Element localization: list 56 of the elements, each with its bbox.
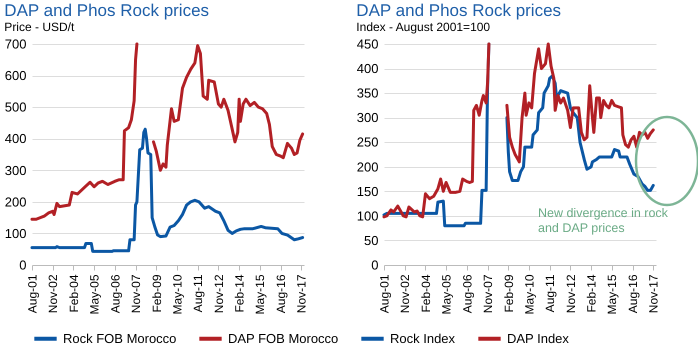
x-tick-label: Feb-14 — [584, 274, 599, 313]
x-tick-label: Feb-04 — [418, 274, 433, 313]
x-tick-label: Nov-17 — [646, 274, 661, 314]
x-tick-label: Nov-02 — [46, 274, 60, 314]
y-tick-label: 400 — [4, 131, 26, 146]
legend-label: DAP FOB Morocco — [228, 330, 338, 346]
y-tick-label: 0 — [19, 258, 26, 272]
x-tick-label: May-10 — [170, 274, 184, 315]
x-tick-label: Feb-09 — [150, 274, 164, 313]
legend-label: Rock Index — [390, 330, 456, 346]
x-tick-label: Nov-07 — [129, 274, 144, 314]
x-tick-label: May-15 — [253, 274, 268, 315]
legend-label: Rock FOB Morocco — [63, 330, 176, 346]
y-tick-label: 200 — [4, 194, 26, 210]
chart-subtitle: Price - USD/t — [4, 20, 75, 34]
x-tick-label: Nov-12 — [564, 274, 578, 314]
chart-title: DAP and Phos Rock prices — [4, 1, 210, 20]
legend-label: DAP Index — [507, 330, 570, 346]
x-tick-label: May-10 — [522, 274, 536, 315]
y-tick-label: 400 — [356, 61, 378, 76]
x-tick-label: May-15 — [605, 274, 620, 315]
annotation: New divergence in rock and DAP prices — [538, 206, 669, 236]
x-tick-label: Aug-01 — [378, 274, 392, 314]
y-tick-label: 300 — [356, 110, 378, 126]
y-tick-label: 700 — [4, 36, 26, 52]
x-tick-label: Aug-06 — [460, 274, 474, 314]
y-tick-label: 450 — [356, 36, 378, 52]
y-tick-label: 200 — [356, 159, 378, 174]
y-tick-label: 250 — [356, 134, 378, 150]
y-tick-label: 150 — [356, 184, 378, 199]
x-tick-label: Nov-17 — [294, 274, 309, 314]
chart-subtitle: Index - August 2001=100 — [356, 20, 490, 34]
y-tick-label: 100 — [356, 208, 378, 224]
chart-title: DAP and Phos Rock prices — [356, 1, 562, 20]
x-tick-label: Aug-06 — [108, 274, 122, 314]
x-tick-label: Aug-11 — [543, 274, 558, 312]
x-tick-label: May-05 — [88, 274, 102, 315]
x-tick-label: May-05 — [440, 274, 454, 315]
x-tick-label: Feb-04 — [66, 274, 81, 313]
y-tick-label: 600 — [4, 68, 26, 84]
y-tick-label: 500 — [4, 100, 26, 115]
x-tick-label: Feb-09 — [502, 274, 516, 313]
y-tick-label: 0 — [371, 258, 378, 272]
x-tick-label: Aug-11 — [191, 274, 206, 312]
y-tick-label: 300 — [4, 162, 26, 178]
x-tick-label: Aug-01 — [26, 274, 40, 314]
line-series — [30, 128, 304, 253]
y-tick-label: 50 — [364, 232, 378, 248]
y-tick-label: 100 — [4, 226, 26, 241]
x-tick-label: Aug-16 — [274, 274, 288, 314]
x-tick-label: Feb-14 — [232, 274, 247, 313]
x-tick-label: Nov-12 — [212, 274, 226, 314]
x-tick-label: Aug-16 — [626, 274, 640, 314]
x-tick-label: Nov-07 — [481, 274, 496, 314]
x-tick-label: Nov-02 — [398, 274, 412, 314]
y-tick-label: 350 — [356, 86, 378, 101]
